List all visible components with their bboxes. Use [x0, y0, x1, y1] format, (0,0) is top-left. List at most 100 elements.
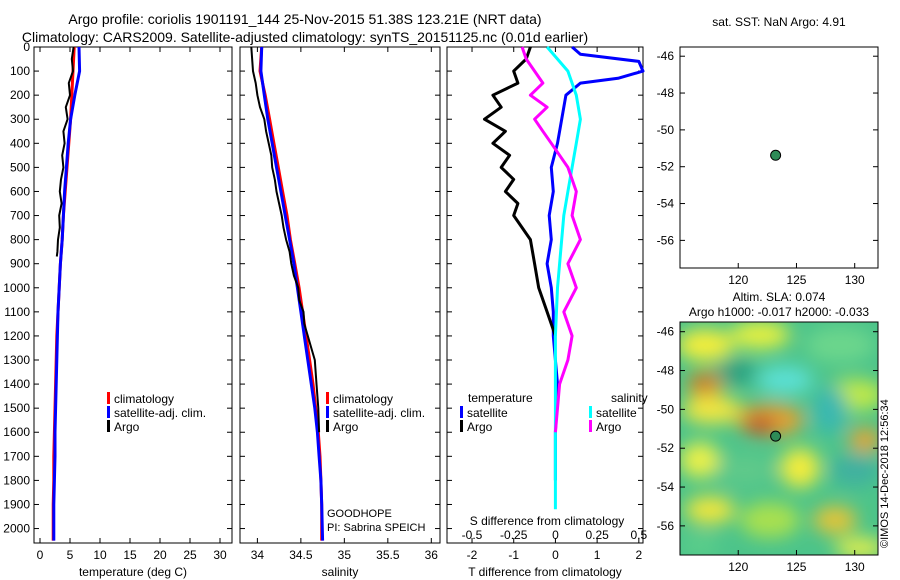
map-x-tick-label: 125: [786, 560, 806, 574]
sla-blob: [812, 386, 848, 434]
legend-climatology: climatology: [114, 392, 174, 406]
annotation-pi: PI: Sabrina SPEICH: [327, 522, 425, 534]
map-subtitle: Argo h1000: -0.017 h2000: -0.033: [689, 305, 869, 319]
x-tick-label: 34: [251, 548, 265, 562]
x-axis-label: temperature (deg C): [79, 565, 187, 579]
y-tick-label: 500: [10, 160, 30, 174]
x-tick-label: 35.5: [376, 548, 400, 562]
map-y-tick-label: -50: [657, 402, 675, 416]
legend-temp-argo: Argo: [467, 420, 493, 434]
x-axis-label: salinity: [322, 565, 359, 579]
series-line-argo: [55, 46, 75, 257]
sla-blob: [713, 360, 757, 384]
map-x-tick-label: 130: [845, 273, 865, 287]
sla-blob: [805, 327, 875, 363]
map-y-tick-label: -54: [657, 480, 675, 494]
legend-swatch-satellite: [326, 406, 329, 418]
y-tick-label: 0: [23, 40, 30, 54]
y-tick-label: 1000: [3, 281, 30, 295]
profile-panel-temperature: 0100200300400500600700800900100011001200…: [3, 40, 233, 579]
sla-heatmap: [680, 322, 878, 555]
x-tick-label: 5: [67, 548, 74, 562]
x-tick-label: 2: [635, 548, 642, 562]
legend-swatch-climatology: [107, 392, 110, 404]
legend-swatch-climatology: [326, 392, 329, 404]
legend-swatch-sal-argo: [589, 420, 592, 432]
y-tick-label: 1100: [4, 305, 30, 319]
y-tick-label: 1800: [3, 473, 30, 487]
x-tick-label: 25: [183, 548, 197, 562]
series-line-satellite-adj-clim-: [52, 46, 82, 541]
legend-swatch-argo: [107, 420, 110, 432]
map-y-tick-label: -46: [657, 49, 675, 63]
sla-blob: [682, 396, 742, 424]
x-tick-label: -1: [508, 548, 519, 562]
sla-blob: [780, 448, 820, 488]
plot-frame: [33, 46, 233, 544]
legend-sal-argo: Argo: [596, 420, 622, 434]
legend-satellite: satellite-adj. clim.: [114, 406, 206, 420]
profile-panel-difference: -2 -1 0 1 2 -0.5 -0.25 0 0.25 0.5 T difference fro…: [446, 45, 647, 579]
sla-blob: [835, 538, 878, 555]
sla-blob: [813, 506, 857, 534]
temperature-legend: climatology satellite-adj. clim. Argo: [107, 392, 206, 434]
series-line-salinity-satellite: [545, 46, 582, 510]
y-tick-label: 900: [10, 257, 30, 271]
annotation-project: GOODHOPE: [327, 508, 392, 520]
y-tick-label: 1900: [3, 497, 30, 511]
x-tick-label: 0: [37, 548, 44, 562]
imos-timestamp: ©IMOS 14-Dec-2018 12:56:34: [879, 399, 891, 548]
map-x-tick-label: 120: [728, 273, 748, 287]
salinity-legend: climatology satellite-adj. clim. Argo GO…: [326, 392, 425, 534]
sla-blob: [680, 442, 720, 478]
map-panel-sst_map: -46 -48 -50 -52 -54 -56 120 125 130 sat. SST: NaN…: [657, 15, 879, 287]
x-tick-label: 10: [93, 548, 107, 562]
y-tick-label: 800: [10, 233, 30, 247]
s-tick-label: -0.5: [462, 528, 483, 542]
legend-swatch-argo: [326, 420, 329, 432]
x-axis-label: T difference from climatology: [468, 565, 622, 579]
map-x-tick-label: 120: [728, 560, 748, 574]
argo-position-marker: [770, 149, 782, 161]
x-tick-label: -2: [467, 548, 478, 562]
legend-argo: Argo: [333, 420, 359, 434]
legend-satellite: satellite-adj. clim.: [333, 406, 425, 420]
y-tick-label: 300: [10, 112, 30, 126]
legend-swatch-sal-satellite: [589, 406, 592, 418]
y-tick-label: 700: [10, 209, 30, 223]
map-y-tick-label: -50: [657, 123, 675, 137]
x-tick-label: 36: [425, 548, 439, 562]
s-tick-label: -0.25: [500, 528, 528, 542]
map-x-tick-label: 125: [786, 273, 806, 287]
x-tick-label: 35: [338, 548, 352, 562]
sla-blob: [685, 496, 735, 524]
sla-blob: [757, 366, 813, 394]
header-line1: Argo profile: coriolis 1901191_144 25-No…: [68, 11, 541, 27]
header-line2: Climatology: CARS2009. Satellite-adjuste…: [22, 29, 588, 45]
map-y-tick-label: -54: [657, 197, 675, 211]
y-tick-label: 2000: [3, 522, 30, 536]
y-tick-label: 1500: [3, 401, 30, 415]
map-y-tick-label: -48: [657, 86, 675, 100]
plot-frame: [239, 46, 441, 544]
y-tick-label: 1200: [3, 329, 30, 343]
x-tick-label: 1: [594, 548, 601, 562]
x-tick-label: 0: [552, 548, 559, 562]
s-tick-label: 0: [552, 528, 559, 542]
map-x-tick-label: 130: [845, 560, 865, 574]
plot-frame: [446, 46, 644, 544]
y-tick-label: 200: [10, 88, 30, 102]
argo-position-marker: [770, 430, 782, 442]
x-tick-label: 30: [213, 548, 227, 562]
difference-legend: temperature salinity satellite Argo sate…: [460, 391, 648, 528]
legend-climatology: climatology: [333, 392, 393, 406]
map-frame: [679, 321, 879, 556]
map-y-tick-label: -46: [657, 325, 675, 339]
series-line-argo: [250, 46, 321, 433]
sla-blob: [693, 374, 713, 390]
s-difference-label: S difference from climatology: [470, 514, 625, 528]
legend-swatch-temp-satellite: [460, 406, 463, 418]
map-panel-sla_map: -46 -48 -50 -52 -54 -56 120 125 130 Altim. SLA: 0…: [657, 290, 879, 574]
legend-sal-satellite: satellite: [596, 406, 637, 420]
